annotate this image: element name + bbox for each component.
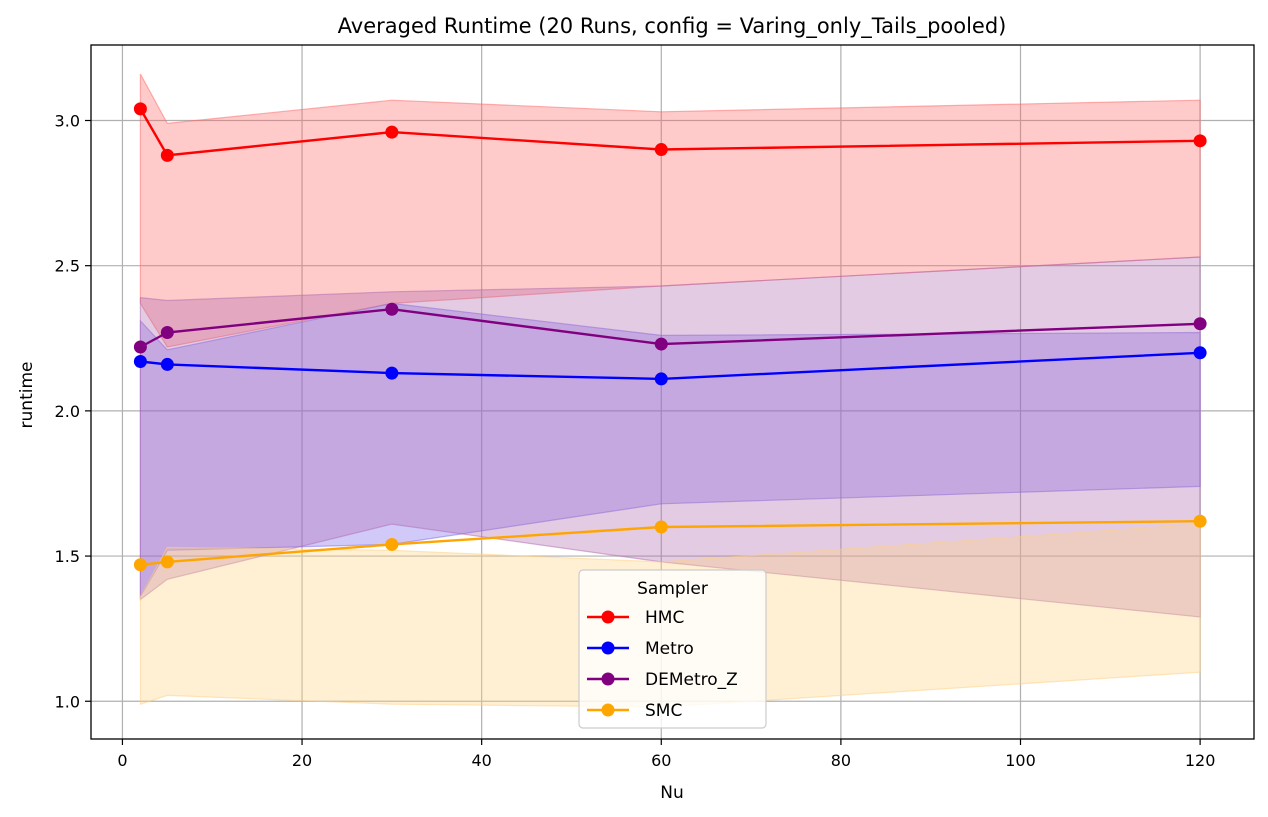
chart-title: Averaged Runtime (20 Runs, config = Vari… bbox=[338, 14, 1007, 39]
point-metro bbox=[385, 366, 399, 380]
legend-box bbox=[578, 569, 767, 729]
point-demetro_z bbox=[160, 325, 174, 339]
point-hmc bbox=[1193, 134, 1207, 148]
y-axis-label: runtime bbox=[17, 362, 37, 429]
y-tick-label: 2.0 bbox=[55, 402, 80, 421]
legend-title: Sampler bbox=[637, 579, 708, 599]
point-hmc bbox=[160, 148, 174, 162]
point-hmc bbox=[385, 125, 399, 139]
point-smc bbox=[160, 555, 174, 569]
legend-label-smc: SMC bbox=[645, 701, 682, 721]
point-smc bbox=[1193, 514, 1207, 528]
grid bbox=[91, 45, 1254, 739]
point-metro bbox=[654, 372, 668, 386]
point-demetro_z bbox=[1193, 317, 1207, 331]
point-demetro_z bbox=[133, 340, 147, 354]
x-tick-label: 40 bbox=[471, 751, 491, 770]
point-demetro_z bbox=[385, 302, 399, 316]
legend-label-metro: Metro bbox=[645, 639, 694, 659]
x-tick-label: 120 bbox=[1185, 751, 1216, 770]
point-metro bbox=[160, 357, 174, 371]
point-demetro_z bbox=[654, 337, 668, 351]
x-tick-label: 0 bbox=[117, 751, 127, 770]
point-metro bbox=[1193, 346, 1207, 360]
x-tick-label: 20 bbox=[292, 751, 312, 770]
legend-marker-smc bbox=[601, 703, 615, 717]
x-tick-label: 60 bbox=[651, 751, 671, 770]
point-metro bbox=[133, 355, 147, 369]
point-hmc bbox=[133, 102, 147, 116]
legend-marker-metro bbox=[601, 641, 615, 655]
x-tick-label: 80 bbox=[831, 751, 851, 770]
point-smc bbox=[133, 558, 147, 572]
series-lines bbox=[133, 102, 1207, 572]
confidence-bands bbox=[139, 73, 1201, 708]
legend-marker-hmc bbox=[601, 610, 615, 624]
point-smc bbox=[654, 520, 668, 534]
y-tick-label: 3.0 bbox=[55, 111, 80, 130]
point-hmc bbox=[654, 143, 668, 157]
y-tick-label: 2.5 bbox=[55, 257, 80, 276]
y-tick-label: 1.5 bbox=[55, 547, 80, 566]
legend-label-hmc: HMC bbox=[645, 608, 684, 628]
plot-frame bbox=[90, 44, 1255, 740]
x-axis-label: Nu bbox=[660, 783, 684, 803]
x-tick-label: 100 bbox=[1005, 751, 1036, 770]
point-smc bbox=[385, 537, 399, 551]
legend: Sampler HMC Metro DEMetro_Z SMC bbox=[578, 569, 767, 729]
axes: 0 20 40 60 80 100 120 1.0 1.5 2.0 2.5 3.0 bbox=[55, 44, 1255, 770]
legend-marker-demetro_z bbox=[601, 672, 615, 686]
y-tick-label: 1.0 bbox=[55, 692, 80, 711]
legend-label-demetro_z: DEMetro_Z bbox=[645, 670, 738, 690]
